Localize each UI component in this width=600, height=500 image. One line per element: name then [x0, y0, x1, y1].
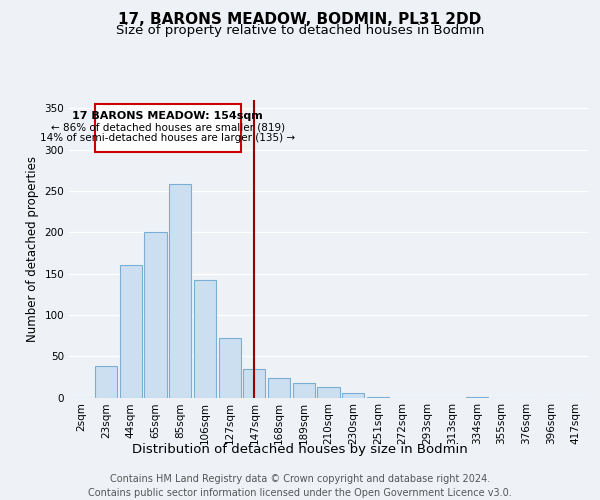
Bar — [194, 280, 216, 398]
Text: Size of property relative to detached houses in Bodmin: Size of property relative to detached ho… — [116, 24, 484, 37]
Bar — [317, 387, 340, 398]
Bar — [95, 104, 241, 152]
Text: ← 86% of detached houses are smaller (819): ← 86% of detached houses are smaller (81… — [51, 122, 285, 132]
Bar — [268, 378, 290, 398]
Text: 14% of semi-detached houses are larger (135) →: 14% of semi-detached houses are larger (… — [40, 133, 295, 143]
Bar — [243, 370, 265, 398]
Text: 17 BARONS MEADOW: 154sqm: 17 BARONS MEADOW: 154sqm — [73, 110, 263, 120]
Text: Contains HM Land Registry data © Crown copyright and database right 2024.
Contai: Contains HM Land Registry data © Crown c… — [88, 474, 512, 498]
Bar — [169, 184, 191, 398]
Bar — [466, 396, 488, 398]
Y-axis label: Number of detached properties: Number of detached properties — [26, 156, 39, 342]
Bar — [95, 366, 117, 398]
Text: Distribution of detached houses by size in Bodmin: Distribution of detached houses by size … — [132, 442, 468, 456]
Bar — [119, 266, 142, 398]
Bar — [218, 338, 241, 398]
Bar — [342, 394, 364, 398]
Bar — [293, 384, 315, 398]
Text: 17, BARONS MEADOW, BODMIN, PL31 2DD: 17, BARONS MEADOW, BODMIN, PL31 2DD — [118, 12, 482, 28]
Bar — [367, 396, 389, 398]
Bar — [145, 232, 167, 398]
